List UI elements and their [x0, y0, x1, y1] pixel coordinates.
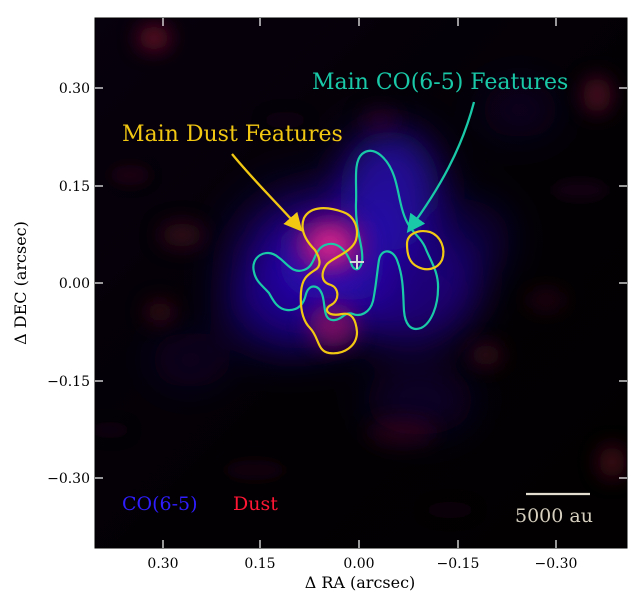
x-tick-label: 0.15	[244, 556, 275, 572]
scale-bar-label: 5000 au	[515, 505, 593, 527]
image-panel: Main CO(6-5) Features Main Dust Features…	[95, 18, 627, 548]
x-ticks	[162, 18, 557, 548]
x-tick-label: 0.30	[147, 556, 178, 572]
x-tick-label: −0.15	[437, 556, 480, 572]
y-tick-label: −0.30	[47, 471, 90, 487]
center-marker	[350, 255, 364, 269]
y-axis-label: Δ DEC (arcsec)	[11, 221, 30, 345]
dust-contour-main	[299, 207, 359, 355]
dust-emission-blobs	[138, 26, 625, 478]
y-ticks	[95, 87, 627, 479]
co-legend-label: CO(6-5)	[122, 493, 198, 515]
co-arrow	[406, 101, 476, 233]
x-tick-label: 0.00	[343, 556, 374, 572]
y-tick-labels: 0.30 0.15 0.00 −0.15 −0.30	[47, 81, 90, 487]
co-annotation: Main CO(6-5) Features	[312, 70, 568, 95]
dust-legend-label: Dust	[233, 493, 278, 515]
x-tick-label: −0.30	[535, 556, 578, 572]
dust-annotation: Main Dust Features	[122, 122, 343, 147]
y-tick-label: 0.15	[59, 179, 90, 195]
y-tick-label: −0.15	[47, 374, 90, 390]
noise-patches	[95, 112, 608, 518]
y-tick-label: 0.00	[59, 276, 90, 292]
y-tick-label: 0.30	[59, 81, 90, 97]
co-contour	[252, 149, 440, 331]
x-tick-labels: 0.30 0.15 0.00 −0.15 −0.30	[147, 556, 577, 572]
x-axis-label: Δ RA (arcsec)	[305, 573, 416, 592]
dust-arrow	[231, 153, 303, 232]
